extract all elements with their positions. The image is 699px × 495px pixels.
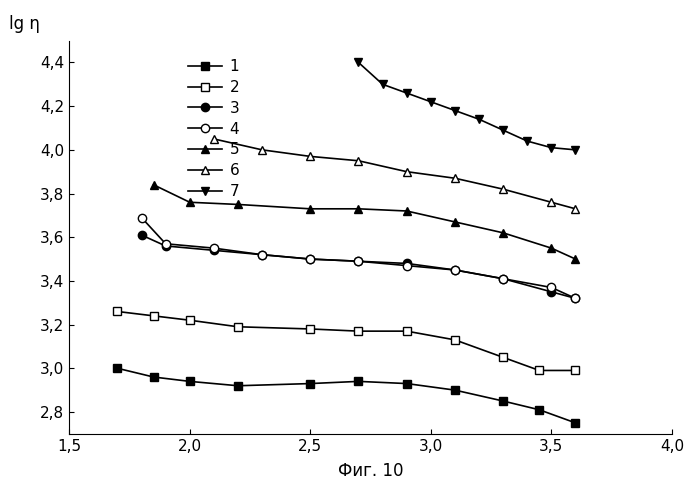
6	[571, 206, 579, 212]
3	[571, 296, 579, 301]
Line: 2: 2	[113, 307, 579, 375]
4	[499, 276, 507, 282]
3	[161, 243, 170, 249]
2	[403, 328, 411, 334]
Legend: 1, 2, 3, 4, 5, 6, 7: 1, 2, 3, 4, 5, 6, 7	[185, 56, 243, 202]
7	[451, 107, 459, 113]
4	[403, 263, 411, 269]
4	[210, 245, 218, 251]
6	[547, 199, 556, 205]
1	[354, 378, 363, 384]
1	[150, 374, 158, 380]
2	[499, 354, 507, 360]
1	[113, 365, 122, 371]
3	[258, 252, 266, 258]
2	[185, 317, 194, 323]
5	[499, 230, 507, 236]
2	[113, 308, 122, 314]
1	[451, 387, 459, 393]
5	[571, 256, 579, 262]
4	[306, 256, 315, 262]
7	[354, 59, 363, 65]
1	[306, 381, 315, 387]
1	[185, 378, 194, 384]
3	[547, 289, 556, 295]
3	[499, 276, 507, 282]
Line: 4: 4	[137, 213, 579, 302]
7	[403, 90, 411, 96]
7	[523, 138, 531, 144]
4	[258, 252, 266, 258]
5	[306, 206, 315, 212]
3	[306, 256, 315, 262]
4	[137, 215, 145, 221]
1	[403, 381, 411, 387]
4	[571, 296, 579, 301]
3	[354, 258, 363, 264]
6	[306, 153, 315, 159]
3	[210, 248, 218, 253]
5	[547, 245, 556, 251]
3	[137, 232, 145, 238]
6	[258, 147, 266, 153]
2	[451, 337, 459, 343]
1	[499, 398, 507, 404]
4	[451, 267, 459, 273]
1	[233, 383, 242, 389]
7	[475, 116, 483, 122]
5	[451, 219, 459, 225]
5	[354, 206, 363, 212]
X-axis label: Фиг. 10: Фиг. 10	[338, 462, 403, 480]
5	[403, 208, 411, 214]
Line: 6: 6	[210, 135, 579, 213]
5	[233, 201, 242, 207]
3	[403, 260, 411, 266]
3	[451, 267, 459, 273]
Line: 3: 3	[137, 231, 579, 302]
2	[535, 367, 544, 373]
7	[547, 145, 556, 150]
6	[354, 158, 363, 164]
4	[547, 285, 556, 291]
5	[150, 182, 158, 188]
2	[150, 313, 158, 319]
2	[354, 328, 363, 334]
1	[571, 420, 579, 426]
7	[499, 127, 507, 133]
4	[354, 258, 363, 264]
6	[499, 186, 507, 192]
7	[571, 147, 579, 153]
Line: 7: 7	[354, 58, 579, 154]
Text: lg η: lg η	[9, 15, 40, 33]
6	[451, 175, 459, 181]
5	[185, 199, 194, 205]
Line: 1: 1	[113, 364, 579, 427]
6	[210, 136, 218, 142]
Line: 5: 5	[150, 181, 579, 263]
2	[233, 324, 242, 330]
1	[535, 407, 544, 413]
7	[426, 99, 435, 105]
7	[378, 81, 387, 87]
4	[161, 241, 170, 247]
2	[571, 367, 579, 373]
6	[403, 169, 411, 175]
2	[306, 326, 315, 332]
